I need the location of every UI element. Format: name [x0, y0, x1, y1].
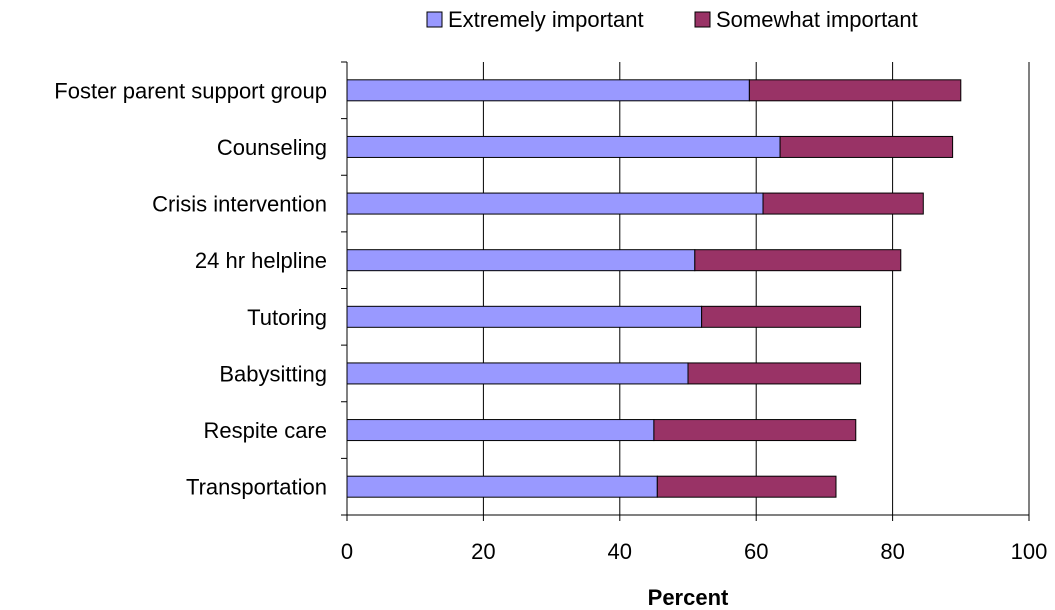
- bars: [346, 79, 962, 498]
- x-axis-title: Percent: [648, 585, 729, 610]
- bar-segment: [653, 419, 857, 442]
- axes: [341, 61, 1030, 521]
- category-label: Tutoring: [247, 305, 327, 330]
- x-tick-label: 60: [744, 539, 768, 564]
- bar-segment: [346, 249, 696, 272]
- legend-swatch: [694, 11, 711, 28]
- category-label: Foster parent support group: [54, 78, 327, 103]
- bar-segment: [346, 79, 750, 102]
- legend-label: Somewhat important: [716, 7, 918, 32]
- bar-segment: [346, 192, 764, 215]
- category-label: Counseling: [217, 135, 327, 160]
- bar-segment: [346, 419, 655, 442]
- category-label: Respite care: [203, 418, 327, 443]
- bar-segment: [346, 305, 703, 328]
- legend-swatch: [426, 11, 443, 28]
- x-tick-label: 80: [880, 539, 904, 564]
- bar-segment: [762, 192, 924, 215]
- x-tick-label: 0: [341, 539, 353, 564]
- category-label: Crisis intervention: [152, 192, 327, 217]
- category-label: 24 hr helpline: [195, 248, 327, 273]
- x-tick-label: 20: [471, 539, 495, 564]
- bar-segment: [779, 135, 954, 158]
- legend-label: Extremely important: [448, 7, 644, 32]
- x-tick-label: 100: [1011, 539, 1048, 564]
- bar-segment: [748, 79, 962, 102]
- x-tick-label: 40: [608, 539, 632, 564]
- category-label: Babysitting: [219, 361, 327, 386]
- bar-segment: [694, 249, 902, 272]
- bar-segment: [346, 362, 689, 385]
- bar-segment: [346, 135, 781, 158]
- bar-segment: [687, 362, 862, 385]
- bar-segment: [656, 475, 837, 498]
- bar-segment: [346, 475, 658, 498]
- bar-segment: [701, 305, 862, 328]
- labels: 0 20 40 60 80 100 Foster parent support group C…: [54, 78, 1047, 564]
- category-label: Transportation: [186, 475, 327, 500]
- grid: [482, 62, 1030, 515]
- legend: Extremely important Somewhat important: [426, 7, 918, 32]
